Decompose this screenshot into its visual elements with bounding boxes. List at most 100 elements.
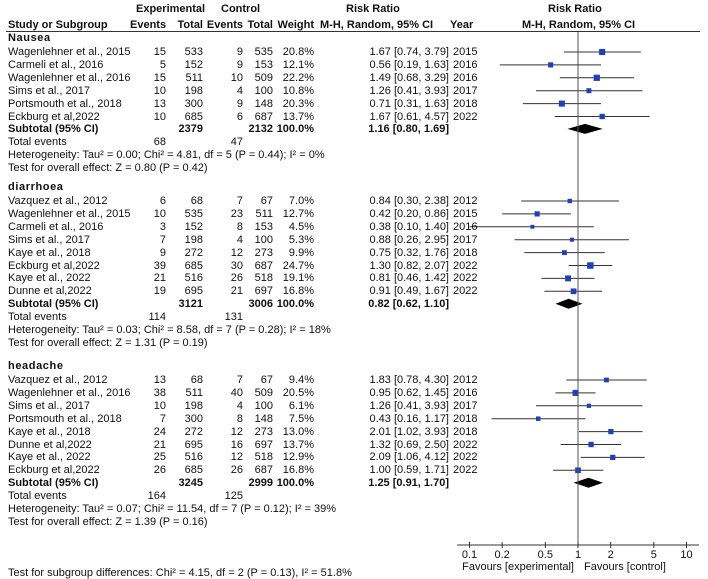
ctrl-total: 153 <box>254 220 273 233</box>
exp-total: 685 <box>184 259 203 272</box>
ctrl-total: 148 <box>254 412 273 425</box>
weight: 7.0% <box>288 195 314 207</box>
effect-square <box>569 237 575 242</box>
ctrl-total: 687 <box>254 464 273 477</box>
total-events-label: Total events <box>8 489 67 502</box>
year: 2022 <box>453 110 478 123</box>
header-study: Study or Subgroup <box>8 19 108 31</box>
study-name: Wagenlehner et al., 2016 <box>8 386 131 399</box>
effect-square <box>586 403 592 408</box>
exp-events: 21 <box>153 438 166 451</box>
ctrl-events: 9 <box>236 58 243 71</box>
study-name: Kaye et al., 2022 <box>8 272 91 285</box>
total-events-exp: 68 <box>153 135 166 148</box>
subtotal-ci: 0.82 [0.62, 1.10] <box>368 297 449 310</box>
risk-ratio-ci: 0.84 [0.30, 2.38] <box>369 195 449 207</box>
ctrl-events: 6 <box>236 110 243 123</box>
exp-events: 7 <box>159 233 166 246</box>
group-title: diarrhoea <box>8 181 64 193</box>
year: 2016 <box>453 58 478 71</box>
study-name: Carmeli et al., 2016 <box>8 220 104 233</box>
subtotal-label: Subtotal (95% CI) <box>8 297 99 310</box>
year: 2022 <box>453 464 478 477</box>
exp-total: 533 <box>184 46 203 58</box>
total-events-ctrl: 125 <box>224 489 243 502</box>
exp-events: 24 <box>153 425 166 438</box>
ctrl-total: 697 <box>254 438 273 451</box>
ctrl-events: 12 <box>230 451 243 464</box>
subtotal-label: Subtotal (95% CI) <box>8 476 99 489</box>
heterogeneity: Heterogeneity: Tau² = 0.00; Chi² = 4.81,… <box>8 148 325 161</box>
risk-ratio-ci: 1.26 [0.41, 3.93] <box>369 84 449 97</box>
weight: 13.0% <box>282 425 314 438</box>
exp-events: 7 <box>159 412 166 425</box>
overall-effect: Test for overall effect: Z = 0.80 (P = 0… <box>8 161 208 174</box>
ctrl-total: 100 <box>254 399 273 412</box>
exp-events: 3 <box>159 220 166 233</box>
header-exp-events: Events <box>130 19 167 31</box>
year: 2018 <box>453 425 478 438</box>
risk-ratio-ci: 1.83 [0.78, 4.30] <box>369 374 449 386</box>
risk-ratio-ci: 2.09 [1.06, 4.12] <box>369 451 449 464</box>
exp-total: 516 <box>184 272 203 285</box>
effect-square <box>604 377 609 383</box>
study-name: Sims et al., 2017 <box>8 233 90 246</box>
group-title: headache <box>8 360 64 372</box>
subtotal-ci: 1.16 [0.80, 1.69] <box>368 122 449 135</box>
effect-square <box>534 211 540 217</box>
effect-square <box>572 389 579 396</box>
study-name: Vazquez et al., 2012 <box>8 374 108 386</box>
group-title: Nausea <box>8 32 51 44</box>
header-risk-ratio-right: Risk Ratio <box>548 3 602 15</box>
effect-square <box>608 428 614 435</box>
study-name: Wagenlehner et al., 2015 <box>8 46 131 58</box>
x-tick-label: 0.5 <box>537 549 553 561</box>
risk-ratio-ci: 0.88 [0.26, 2.95] <box>369 233 449 246</box>
overall-effect: Test for overall effect: Z = 1.39 (P = 0… <box>8 515 208 528</box>
exp-events: 10 <box>153 84 166 97</box>
ctrl-events: 26 <box>230 272 243 285</box>
weight: 12.9% <box>282 451 314 464</box>
exp-total: 272 <box>184 246 203 259</box>
header-control: Control <box>221 3 261 15</box>
x-tick-label: 10 <box>680 549 693 561</box>
risk-ratio-ci: 1.49 [0.68, 3.29] <box>369 71 449 84</box>
exp-events: 13 <box>153 97 166 110</box>
ctrl-events: 7 <box>236 195 243 207</box>
year: 2016 <box>453 386 478 399</box>
subtotal-ctrl-total: 2999 <box>248 476 273 489</box>
study-name: Kaye et al., 2022 <box>8 451 91 464</box>
effect-square <box>593 74 600 81</box>
total-events-exp: 164 <box>147 489 166 502</box>
weight: 12.7% <box>282 207 314 220</box>
weight: 10.8% <box>282 84 314 97</box>
exp-total: 198 <box>184 399 203 412</box>
ctrl-total: 687 <box>254 259 273 272</box>
risk-ratio-ci: 0.56 [0.19, 1.63] <box>369 58 449 71</box>
header-ctrl-total: Total <box>247 19 273 31</box>
effect-square <box>599 113 605 120</box>
exp-events: 9 <box>159 246 166 259</box>
exp-total: 152 <box>184 58 203 71</box>
risk-ratio-ci: 0.38 [0.10, 1.40] <box>369 220 449 233</box>
effect-square <box>558 100 565 107</box>
year: 2022 <box>453 438 478 451</box>
effect-square <box>587 262 594 269</box>
x-tick-label: 0.2 <box>494 549 510 561</box>
year: 2016 <box>453 220 478 233</box>
effect-square <box>586 88 592 94</box>
effect-square <box>565 275 572 282</box>
exp-total: 272 <box>184 425 203 438</box>
weight: 16.8% <box>282 285 314 298</box>
subtotal-label: Subtotal (95% CI) <box>8 122 99 135</box>
year: 2022 <box>453 272 478 285</box>
exp-events: 13 <box>153 374 166 386</box>
subtotal-diamond <box>555 298 583 309</box>
year: 2015 <box>453 46 478 58</box>
total-events-ctrl: 47 <box>230 135 243 148</box>
subtotal-ci: 1.25 [0.91, 1.70] <box>368 476 449 489</box>
year: 2017 <box>453 399 478 412</box>
ctrl-events: 23 <box>230 207 243 220</box>
ctrl-events: 7 <box>236 374 243 386</box>
